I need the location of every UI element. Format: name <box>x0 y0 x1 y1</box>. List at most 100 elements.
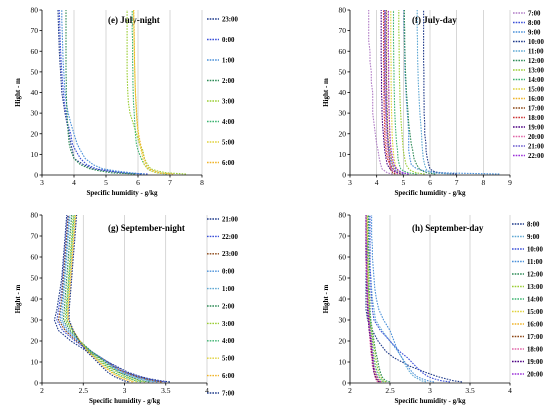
y-tick-label: 70 <box>339 26 347 35</box>
legend-label: 5:00 <box>222 356 235 363</box>
y-tick-label: 40 <box>31 295 39 304</box>
series-line-2000 <box>384 10 399 175</box>
series-line-2300 <box>57 9 142 175</box>
series-line-1000 <box>423 10 457 175</box>
legend-label: 16:00 <box>528 96 544 103</box>
series-line-1500 <box>390 10 404 175</box>
x-tick-label: 2 <box>348 386 352 395</box>
series-line-1200 <box>367 215 391 383</box>
y-tick-label: 30 <box>31 109 39 118</box>
y-tick-label: 70 <box>31 26 39 35</box>
y-tick-label: 20 <box>31 129 39 138</box>
legend-label: 17:00 <box>528 105 544 112</box>
y-tick-label: 0 <box>342 171 346 180</box>
x-tick-label: 7 <box>455 178 459 187</box>
y-tick-label: 40 <box>339 295 347 304</box>
legend-label: 7:00 <box>528 10 541 17</box>
series-line-400 <box>131 10 167 175</box>
y-tick-label: 0 <box>34 379 38 388</box>
series-line-2000 <box>365 215 382 383</box>
legend-label: 10:00 <box>527 246 543 253</box>
y-tick-label: 80 <box>339 211 347 220</box>
y-tick-label: 0 <box>342 379 346 388</box>
series-line-1400 <box>392 10 417 175</box>
series-line-1900 <box>380 10 404 175</box>
series-line-2100 <box>53 214 170 383</box>
legend-label: 8:00 <box>528 20 541 27</box>
series-line-200 <box>62 214 150 383</box>
y-axis-label: Hight - m <box>322 78 330 107</box>
legend-label: 19:00 <box>528 124 544 131</box>
series-line-1600 <box>365 214 381 383</box>
series-line-1100 <box>416 10 452 175</box>
series-line-600 <box>133 10 174 175</box>
legend-label: 2:00 <box>222 78 235 85</box>
y-tick-label: 80 <box>31 211 39 220</box>
legend-label: 16:00 <box>527 321 543 328</box>
x-tick-label: 4 <box>508 386 512 395</box>
legend-label: 0:00 <box>222 269 235 276</box>
y-tick-label: 60 <box>339 253 347 262</box>
series-line-100 <box>61 10 145 175</box>
series-line-700 <box>68 214 129 383</box>
series-line-900 <box>403 10 500 175</box>
series-line-500 <box>67 214 138 383</box>
y-tick-label: 30 <box>339 316 347 325</box>
legend-label: 12:00 <box>528 58 544 65</box>
legend-label: 13:00 <box>528 67 544 74</box>
y-tick-label: 10 <box>31 358 39 367</box>
legend-label: 4:00 <box>222 338 235 345</box>
legend-label: 14:00 <box>528 77 544 84</box>
chart-title: (g) September-night <box>108 223 185 233</box>
legend-label: 8:00 <box>527 221 540 228</box>
x-axis-label: Specific humidity - g/kg <box>87 189 158 197</box>
x-tick-label: 7 <box>168 178 172 187</box>
chart-title: (f) July-day <box>412 15 457 25</box>
y-tick-label: 30 <box>339 109 347 118</box>
y-tick-label: 60 <box>339 47 347 56</box>
legend-label: 7:00 <box>222 390 235 397</box>
series-line-800 <box>384 10 409 175</box>
series-line-900 <box>368 215 427 383</box>
series-line-1200 <box>403 10 436 175</box>
x-axis-label: Specific humidity - g/kg <box>395 397 466 405</box>
series-line-1100 <box>371 215 435 383</box>
x-tick-label: 3 <box>348 178 352 187</box>
y-tick-label: 50 <box>31 274 39 283</box>
x-tick-label: 3 <box>40 178 44 187</box>
y-tick-label: 50 <box>339 67 347 76</box>
series-line-2100 <box>385 10 404 175</box>
chart-title: (h) September-day <box>412 223 484 233</box>
y-tick-label: 60 <box>31 47 39 56</box>
x-tick-label: 4 <box>205 386 209 395</box>
x-tick-label: 2.5 <box>79 386 89 395</box>
legend-label: 9:00 <box>527 234 540 241</box>
legend-label: 2:00 <box>222 303 235 310</box>
legend-label: 23:00 <box>222 16 238 23</box>
legend-label: 4:00 <box>222 119 235 126</box>
chart-panel-1: 3 4 5 6 7 8 9 0 10 20 30 40 50 60 70 80 Specific humidit… <box>322 6 544 197</box>
y-tick-label: 40 <box>339 88 347 97</box>
series-line-1400 <box>366 215 384 383</box>
legend-label: 6:00 <box>222 373 235 380</box>
series-line-500 <box>132 9 171 175</box>
x-tick-label: 6 <box>136 178 140 187</box>
y-tick-label: 60 <box>31 253 39 262</box>
legend-label: 22:00 <box>222 234 238 241</box>
legend-label: 19:00 <box>527 359 543 366</box>
x-tick-label: 4 <box>375 178 379 187</box>
series-line-000 <box>58 9 148 175</box>
legend-label: 3:00 <box>222 98 235 105</box>
y-tick-label: 80 <box>31 6 39 15</box>
legend-label: 9:00 <box>528 29 541 36</box>
series-line-2200 <box>387 10 409 175</box>
y-tick-label: 0 <box>34 171 38 180</box>
y-axis-label: Hight - m <box>322 284 330 313</box>
series-line-000 <box>59 214 158 383</box>
x-tick-label: 6 <box>428 178 432 187</box>
y-tick-label: 20 <box>339 129 347 138</box>
y-tick-label: 10 <box>339 358 347 367</box>
y-tick-label: 40 <box>31 88 39 97</box>
legend-label: 14:00 <box>527 296 543 303</box>
